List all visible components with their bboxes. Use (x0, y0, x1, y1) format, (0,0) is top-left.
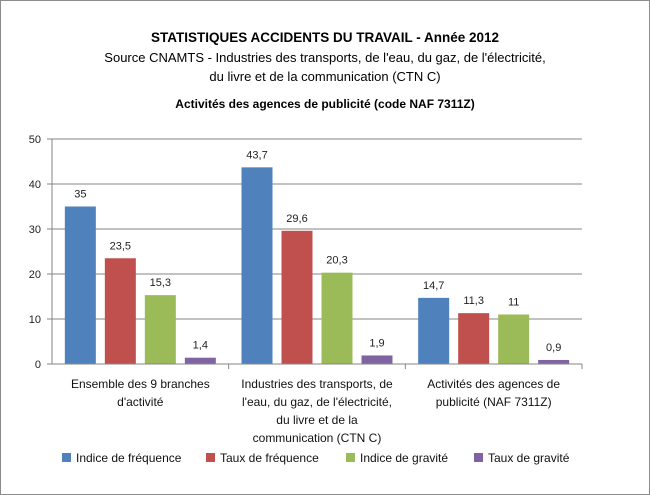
data-label: 1,9 (369, 337, 384, 349)
category-label: du livre et de la (276, 413, 358, 427)
subtitle-line-2: du livre et de la communication (CTN C) (209, 69, 440, 84)
category-label: publicité (NAF 7311Z) (436, 395, 552, 409)
chart-title: Activités des agences de publicité (code… (175, 97, 474, 111)
gridlines (52, 138, 582, 320)
data-label: 29,6 (286, 213, 307, 225)
bar (64, 206, 96, 364)
bar (538, 359, 570, 364)
bar (241, 167, 273, 364)
legend-label: Indice de fréquence (76, 451, 182, 465)
data-labels: 35 23,5 15,3 1,4 43,7 29,6 20,3 1,9 14,7 11,3 11 0,… (74, 149, 561, 354)
page-title: STATISTIQUES ACCIDENTS DU TRAVAIL - Anné… (151, 30, 499, 45)
y-tick-label: 0 (35, 359, 41, 371)
legend-label: Taux de fréquence (220, 451, 319, 465)
bar (184, 357, 216, 364)
bar (458, 313, 490, 364)
y-tick-label: 20 (29, 269, 41, 281)
category-label: Activités des agences de (427, 377, 560, 391)
legend-swatch (474, 453, 483, 462)
data-label: 14,7 (423, 280, 444, 292)
legend: Indice de fréquence Taux de fréquence Indi… (62, 451, 570, 465)
bar (144, 295, 176, 364)
category-label: Ensemble des 9 branches (71, 377, 210, 391)
legend-label: Indice de gravité (360, 451, 448, 465)
data-label: 43,7 (246, 149, 267, 161)
data-label: 1,4 (193, 340, 208, 352)
data-label: 15,3 (150, 277, 171, 289)
y-tick-label: 10 (29, 314, 41, 326)
bar (498, 314, 530, 364)
bar (418, 297, 450, 364)
category-label: Industries des transports, de (241, 377, 393, 391)
bar (104, 258, 136, 364)
bar (361, 355, 393, 364)
data-label: 20,3 (326, 255, 347, 267)
axes: 0 10 20 30 40 50 Ensemble des 9 branches d'acti… (29, 134, 583, 445)
bar (321, 272, 353, 364)
data-label: 11,3 (463, 295, 484, 307)
y-tick-label: 30 (29, 224, 41, 236)
subtitle-line-1: Source CNAMTS - Industries des transport… (104, 50, 545, 65)
legend-label: Taux de gravité (488, 451, 570, 465)
bar (281, 230, 313, 364)
legend-swatch (346, 453, 355, 462)
data-label: 0,9 (546, 342, 561, 354)
category-label: communication (CTN C) (253, 431, 382, 445)
data-label: 11 (508, 297, 519, 309)
category-label: d'activité (117, 395, 164, 409)
legend-swatch (62, 453, 71, 462)
bars (64, 167, 570, 364)
y-tick-label: 50 (29, 134, 41, 146)
data-label: 35 (74, 189, 86, 201)
legend-swatch (206, 453, 215, 462)
data-label: 23,5 (110, 240, 131, 252)
category-label: l'eau, du gaz, de l'électricité, (242, 395, 392, 409)
y-tick-label: 40 (29, 179, 41, 191)
